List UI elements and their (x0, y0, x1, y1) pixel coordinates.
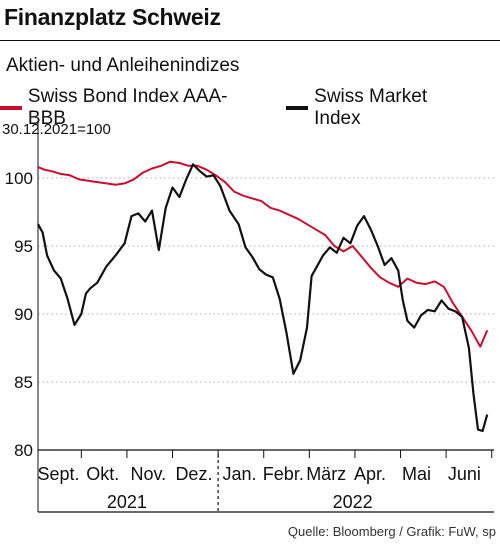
year-label-1: 2022 (333, 492, 373, 512)
legend-swatch-bond (0, 106, 22, 110)
x-tick-label-6: März (306, 464, 346, 484)
x-tick-label-1: Okt. (86, 464, 119, 484)
x-tick-label-0: Sept. (38, 464, 80, 484)
line-chart: 30.12.2021=100 80 85 90 95 100 Sept. Okt. Nov. De… (2, 121, 494, 513)
y-tick-label-85: 85 (14, 373, 33, 392)
y-tick-label-90: 90 (14, 305, 33, 324)
x-tick-label-8: Mai (402, 464, 431, 484)
source-note: Quelle: Bloomberg / Grafik: FuW, sp (287, 524, 496, 539)
legend-item-bond: Swiss Bond Index AAA-BBB (0, 86, 264, 130)
x-tick-label-5: Febr. (263, 464, 304, 484)
x-tick-label-3: Dez. (175, 464, 212, 484)
chart-title: Finanzplatz Schweiz (4, 4, 221, 30)
legend: Swiss Bond Index AAA-BBB Swiss Market In… (0, 86, 500, 130)
x-tick-label-9: Juni (448, 464, 481, 484)
chart-subtitle: Aktien- und Anleihenindizes (6, 55, 240, 76)
x-tick-label-4: Jan. (223, 464, 257, 484)
legend-swatch-smi (286, 106, 309, 110)
y-tick-label-95: 95 (14, 237, 33, 256)
legend-label-bond: Swiss Bond Index AAA-BBB (27, 86, 228, 129)
x-tick-label-2: Nov. (131, 464, 167, 484)
series-line-bond-index (37, 160, 489, 348)
legend-label-smi: Swiss Market Index (314, 86, 428, 129)
y-tick-label-80: 80 (14, 441, 33, 460)
title-rule (0, 40, 500, 41)
y-tick-label-100: 100 (5, 169, 33, 188)
index-base-label: 30.12.2021=100 (2, 121, 111, 138)
legend-item-smi: Swiss Market Index (286, 86, 478, 130)
series-line-smi (37, 163, 489, 433)
year-label-0: 2021 (107, 492, 147, 512)
x-tick-label-7: Apr. (354, 464, 386, 484)
